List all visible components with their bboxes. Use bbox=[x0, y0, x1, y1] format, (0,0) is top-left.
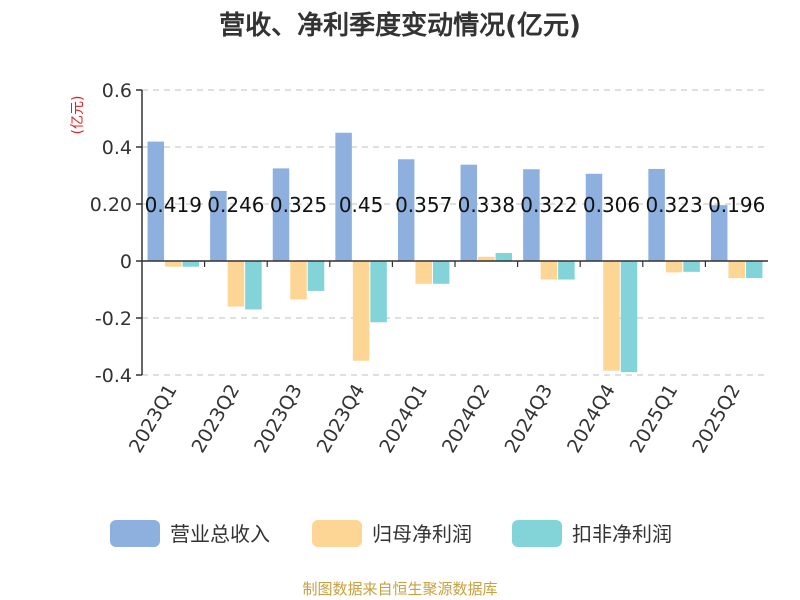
data-label-revenue-2024Q1: 0.357 bbox=[395, 193, 452, 217]
legend-label: 营业总收入 bbox=[170, 522, 270, 546]
bar-net-profit-2023Q2 bbox=[227, 261, 245, 307]
y-tick-label: 0.4 bbox=[102, 137, 132, 159]
data-label-revenue-2023Q4: 0.45 bbox=[339, 193, 384, 217]
bar-revenue-2025Q2 bbox=[710, 205, 728, 261]
data-label-revenue-2023Q3: 0.325 bbox=[270, 193, 327, 217]
y-tick-label: -0.4 bbox=[95, 365, 132, 387]
bar-net-profit-2024Q4 bbox=[603, 261, 620, 371]
bar-net-profit-2024Q1 bbox=[415, 261, 432, 284]
legend-item-deducted-net-profit: 扣非净利润 bbox=[512, 520, 672, 547]
bar-revenue-2024Q4 bbox=[585, 173, 603, 261]
bar-layer bbox=[147, 132, 763, 373]
x-category-label: 2024Q4 bbox=[563, 381, 620, 457]
bar-revenue-2023Q4 bbox=[335, 132, 352, 261]
x-category-label: 2023Q2 bbox=[187, 381, 244, 457]
bar-revenue-2024Q1 bbox=[397, 159, 415, 261]
y-tick-label: 0 bbox=[120, 251, 132, 273]
x-category-label: 2023Q1 bbox=[125, 381, 182, 457]
legend-label: 归母净利润 bbox=[372, 522, 472, 546]
bar-deducted-net-profit-2024Q4 bbox=[620, 261, 638, 373]
legend-item-net-profit: 归母净利润 bbox=[312, 520, 472, 547]
legend-label: 扣非净利润 bbox=[572, 522, 672, 546]
x-category-label: 2023Q4 bbox=[313, 381, 370, 457]
x-category-label: 2024Q1 bbox=[375, 381, 432, 457]
data-label-revenue-2025Q2: 0.196 bbox=[708, 193, 765, 217]
data-label-revenue-2024Q2: 0.338 bbox=[458, 193, 515, 217]
y-tick-label: 0.20 bbox=[90, 194, 132, 216]
bar-deducted-net-profit-2024Q2 bbox=[495, 253, 513, 261]
legend-swatch bbox=[312, 520, 362, 547]
bar-revenue-2023Q2 bbox=[210, 190, 227, 261]
data-label-revenue-2023Q1: 0.419 bbox=[145, 193, 202, 217]
label-layer: 0.419 0.246 0.325 0.45 0.357 0.338 0.322 0.306 0… bbox=[145, 193, 766, 217]
bar-revenue-2024Q3 bbox=[523, 169, 540, 261]
data-label-revenue-2023Q2: 0.246 bbox=[207, 193, 264, 217]
legend-item-revenue: 营业总收入 bbox=[110, 520, 270, 547]
data-label-revenue-2024Q3: 0.322 bbox=[520, 193, 577, 217]
chart-title: 营收、净利季度变动情况(亿元) bbox=[219, 10, 581, 41]
y-tick-label: -0.2 bbox=[95, 308, 132, 330]
bar-deducted-net-profit-2023Q1 bbox=[182, 261, 200, 267]
data-label-revenue-2025Q1: 0.323 bbox=[645, 193, 702, 217]
x-category-label: 2025Q1 bbox=[626, 381, 683, 457]
x-category-label: 2025Q2 bbox=[688, 381, 745, 457]
y-axis-unit-label: (亿元) bbox=[70, 96, 86, 135]
legend-swatch bbox=[512, 520, 562, 547]
bar-net-profit-2024Q2 bbox=[478, 256, 495, 261]
bar-net-profit-2024Q3 bbox=[540, 261, 558, 280]
data-source-note: 制图数据来自恒生聚源数据库 bbox=[302, 580, 497, 598]
y-tick-label: 0.6 bbox=[102, 80, 132, 102]
bar-deducted-net-profit-2023Q3 bbox=[307, 261, 325, 291]
x-category-label: 2024Q2 bbox=[438, 381, 495, 457]
x-category-label: 2024Q3 bbox=[500, 381, 557, 457]
bar-net-profit-2023Q3 bbox=[290, 261, 307, 300]
bar-net-profit-2025Q1 bbox=[665, 261, 683, 273]
grid-layer bbox=[142, 89, 768, 376]
legend-swatch bbox=[110, 520, 160, 547]
bar-net-profit-2023Q4 bbox=[352, 261, 370, 361]
bar-net-profit-2023Q1 bbox=[165, 261, 182, 267]
bar-revenue-2023Q1 bbox=[147, 141, 165, 261]
bar-net-profit-2025Q2 bbox=[728, 261, 745, 279]
x-category-label: 2023Q3 bbox=[250, 381, 307, 457]
bar-revenue-2023Q3 bbox=[272, 168, 290, 261]
data-label-revenue-2024Q4: 0.306 bbox=[583, 193, 640, 217]
bar-deducted-net-profit-2024Q3 bbox=[558, 261, 575, 280]
legend: 营业总收入 归母净利润 扣非净利润 bbox=[110, 520, 672, 547]
bar-deducted-net-profit-2025Q1 bbox=[683, 261, 700, 272]
bar-deducted-net-profit-2023Q2 bbox=[245, 261, 262, 310]
bar-deducted-net-profit-2024Q1 bbox=[432, 261, 450, 284]
bar-revenue-2024Q2 bbox=[460, 164, 478, 261]
bar-deducted-net-profit-2025Q2 bbox=[745, 261, 763, 279]
bar-revenue-2025Q1 bbox=[648, 168, 665, 261]
bar-deducted-net-profit-2023Q4 bbox=[370, 261, 387, 323]
